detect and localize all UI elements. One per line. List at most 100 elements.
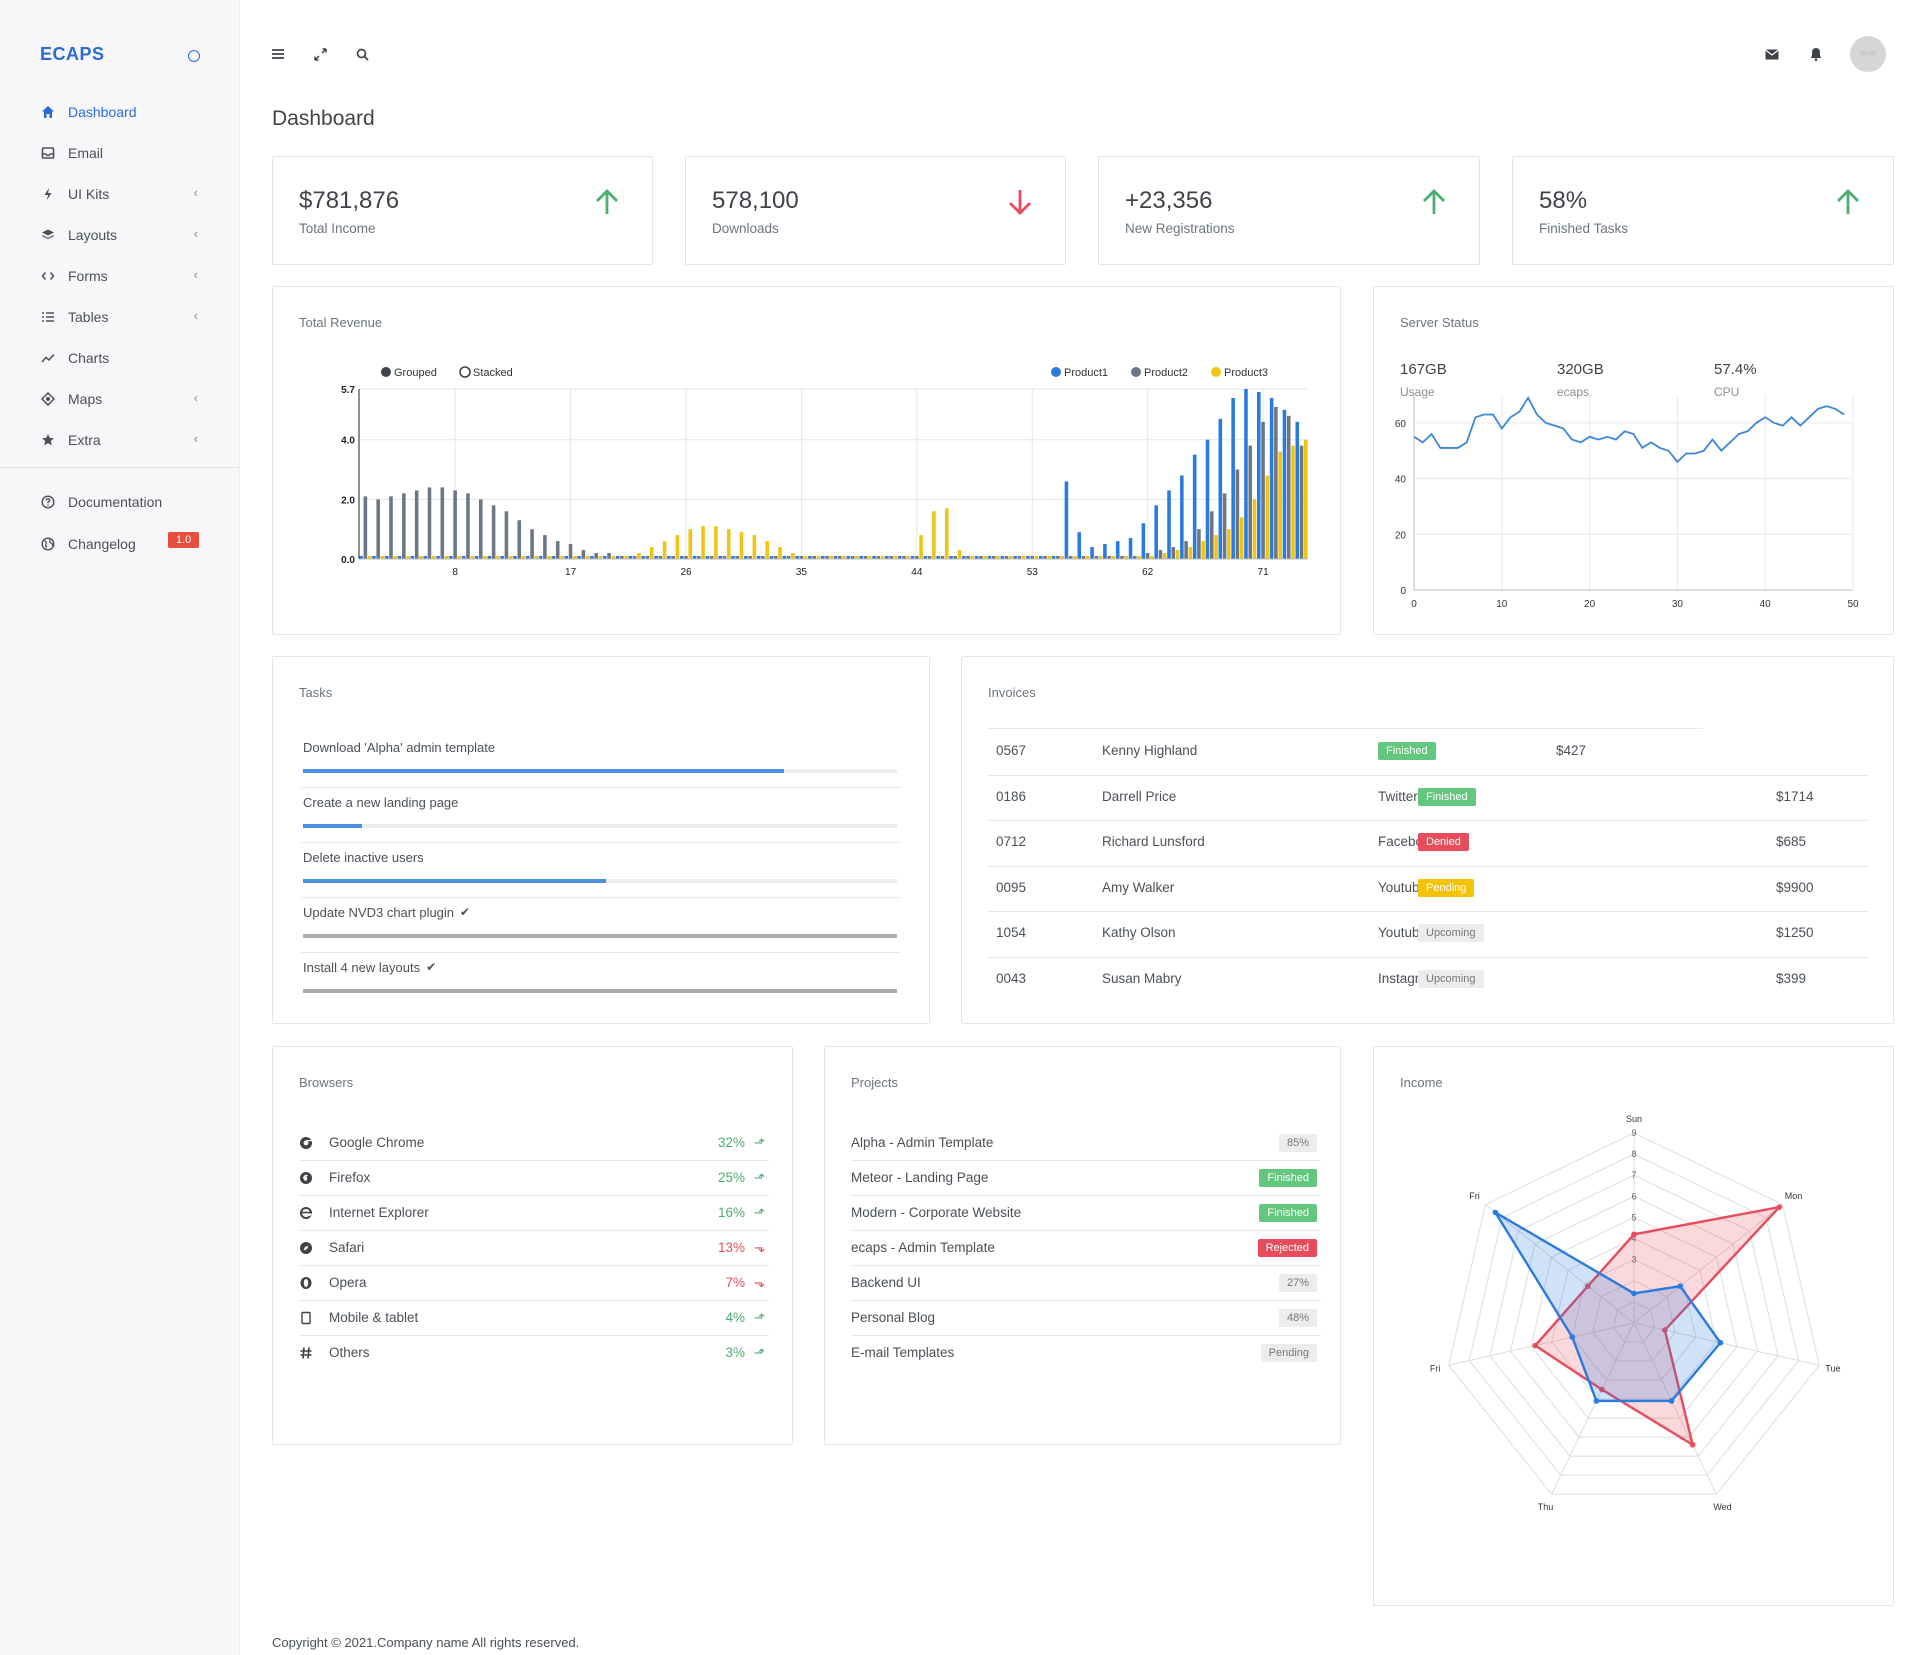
task-item[interactable]: Install 4 new layouts ✔	[303, 957, 903, 993]
project-name: ecaps - Admin Template	[851, 1240, 995, 1255]
trend-icon	[40, 350, 56, 366]
bar-product1	[1051, 556, 1056, 559]
stacked-toggle[interactable]: Stacked	[459, 366, 513, 379]
sidebar-item-layouts[interactable]: Layouts ‹	[40, 223, 210, 247]
project-name: Meteor - Landing Page	[851, 1170, 989, 1185]
legend-product1[interactable]: Product1	[1051, 367, 1108, 379]
sidebar-item-label: Charts	[68, 350, 110, 366]
chevron-left-icon: ‹	[193, 308, 198, 323]
browser-item[interactable]: Google Chrome 32% ⬏	[299, 1121, 769, 1164]
bar-product1	[705, 556, 710, 559]
firefox-icon	[299, 1171, 313, 1185]
bar-product3	[752, 535, 757, 559]
arrow-up-icon	[596, 189, 618, 214]
project-item[interactable]: Meteor - Landing Page Finished	[851, 1156, 1321, 1199]
row-divider	[299, 1160, 769, 1161]
bar-product2	[414, 490, 419, 559]
project-item[interactable]: Modern - Corporate Website Finished	[851, 1191, 1321, 1234]
table-row[interactable]: 0567 Kenny Highland Finished $427	[988, 729, 1868, 774]
chevron-left-icon: ‹	[193, 267, 198, 282]
sidebar-toggle-icon[interactable]	[188, 50, 200, 62]
sidebar-item-charts[interactable]: Charts	[40, 346, 210, 370]
radar-axis-label: Sun	[1626, 1114, 1642, 1124]
browser-item[interactable]: Others 3% ⬏	[299, 1331, 769, 1374]
browser-item[interactable]: Firefox 25% ⬏	[299, 1156, 769, 1199]
invoice-amount: $427	[1556, 743, 1587, 758]
bar-product2	[786, 556, 791, 559]
row-divider	[851, 1335, 1321, 1336]
project-name: Modern - Corporate Website	[851, 1205, 1022, 1220]
bell-icon[interactable]	[1808, 46, 1824, 62]
bar-product1	[1180, 475, 1184, 559]
table-row[interactable]: 0095 Amy Walker Youtube Pending $9900	[988, 866, 1868, 911]
bar-product2	[735, 556, 740, 559]
table-row[interactable]: 0186 Darrell Price Twitter Finished $1714	[988, 775, 1868, 820]
card-title: Server Status	[1400, 315, 1479, 330]
bar-product2	[1004, 556, 1009, 559]
table-row[interactable]: 1054 Kathy Olson Youtube Upcoming $1250	[988, 911, 1868, 956]
bar-product3	[778, 547, 782, 559]
arrow-down-icon: ⬎	[753, 1274, 765, 1290]
bar-product1	[538, 556, 543, 559]
sidebar-item-tables[interactable]: Tables ‹	[40, 305, 210, 329]
home-icon	[40, 104, 56, 120]
browser-item[interactable]: Mobile & tablet 4% ⬏	[299, 1296, 769, 1339]
status-badge: Upcoming	[1418, 969, 1484, 988]
server-metric-value: 167GB	[1400, 361, 1447, 378]
server-status-card: Server Status 167GB Usage 320GB ecaps 57…	[1373, 286, 1894, 635]
project-item[interactable]: Alpha - Admin Template 85%	[851, 1121, 1321, 1164]
sidebar-item-extra[interactable]: Extra ‹	[40, 428, 210, 452]
sidebar-item-dashboard[interactable]: Dashboard	[40, 100, 210, 124]
sidebar-item-email[interactable]: Email	[40, 141, 210, 165]
income-card: Income Sun Mon Tue Wed Thu Fri Fri 3 4 5 6 7 8 9	[1373, 1046, 1894, 1606]
user-avatar[interactable]: 36×36	[1850, 36, 1886, 72]
sidebar-item-ui-kits[interactable]: UI Kits ‹	[40, 182, 210, 206]
legend-product2[interactable]: Product2	[1131, 367, 1188, 379]
browser-item[interactable]: Internet Explorer 16% ⬏	[299, 1191, 769, 1234]
task-progress-track	[303, 934, 897, 938]
bar-product1	[423, 556, 427, 559]
brand-logo[interactable]: ECAPS	[40, 44, 105, 64]
project-item[interactable]: Personal Blog 48%	[851, 1296, 1321, 1339]
sidebar-item-changelog[interactable]: Changelog	[40, 532, 210, 556]
bar-product3	[816, 556, 821, 559]
project-item[interactable]: E-mail Templates Pending	[851, 1331, 1321, 1374]
task-item[interactable]: Create a new landing page	[301, 792, 903, 843]
task-item[interactable]: Update NVD3 chart plugin ✔	[301, 902, 903, 953]
project-item[interactable]: Backend UI 27%	[851, 1261, 1321, 1304]
task-label: Download 'Alpha' admin template	[303, 739, 496, 755]
legend-product3[interactable]: Product3	[1211, 367, 1268, 379]
x-tick-label: 44	[911, 567, 923, 578]
bar-product2	[1094, 556, 1099, 559]
sidebar-item-label: Forms	[68, 268, 108, 284]
sidebar-item-documentation[interactable]: Documentation	[40, 490, 210, 514]
fullscreen-icon[interactable]	[312, 46, 328, 62]
radar-spoke	[1633, 1204, 1783, 1324]
y-tick-label: 2.0	[341, 495, 355, 506]
task-item[interactable]: Download 'Alpha' admin template	[301, 737, 903, 788]
task-label: Install 4 new layouts	[303, 959, 421, 975]
bar-product2	[581, 550, 586, 559]
browser-item[interactable]: Opera 7% ⬎	[299, 1261, 769, 1304]
bar-product1	[384, 556, 389, 559]
bar-product3	[393, 556, 398, 559]
hamburger-menu-icon[interactable]	[270, 46, 286, 62]
task-item[interactable]: Delete inactive users	[301, 847, 903, 898]
total-revenue-card: Total Revenue Grouped Stacked Product1 P…	[272, 286, 1341, 635]
search-icon[interactable]	[354, 46, 370, 62]
grouped-toggle[interactable]: Grouped	[381, 367, 437, 379]
bar-product2	[1235, 469, 1240, 559]
table-row[interactable]: 0043 Susan Mabry Instagram Upcoming $399	[988, 957, 1868, 1002]
bar-product1	[1154, 505, 1158, 559]
bar-product3	[688, 529, 693, 559]
bar-product1	[756, 556, 761, 559]
card-title: Tasks	[299, 685, 333, 700]
bar-product3	[714, 526, 718, 559]
sidebar-item-forms[interactable]: Forms ‹	[40, 264, 210, 288]
table-row[interactable]: 0712 Richard Lunsford Facebook Denied $685	[988, 820, 1868, 865]
bar-product1	[692, 556, 697, 559]
sidebar-item-maps[interactable]: Maps ‹	[40, 387, 210, 411]
mail-icon[interactable]	[1764, 46, 1780, 62]
project-item[interactable]: ecaps - Admin Template Rejected	[851, 1226, 1321, 1269]
browser-item[interactable]: Safari 13% ⬎	[299, 1226, 769, 1269]
